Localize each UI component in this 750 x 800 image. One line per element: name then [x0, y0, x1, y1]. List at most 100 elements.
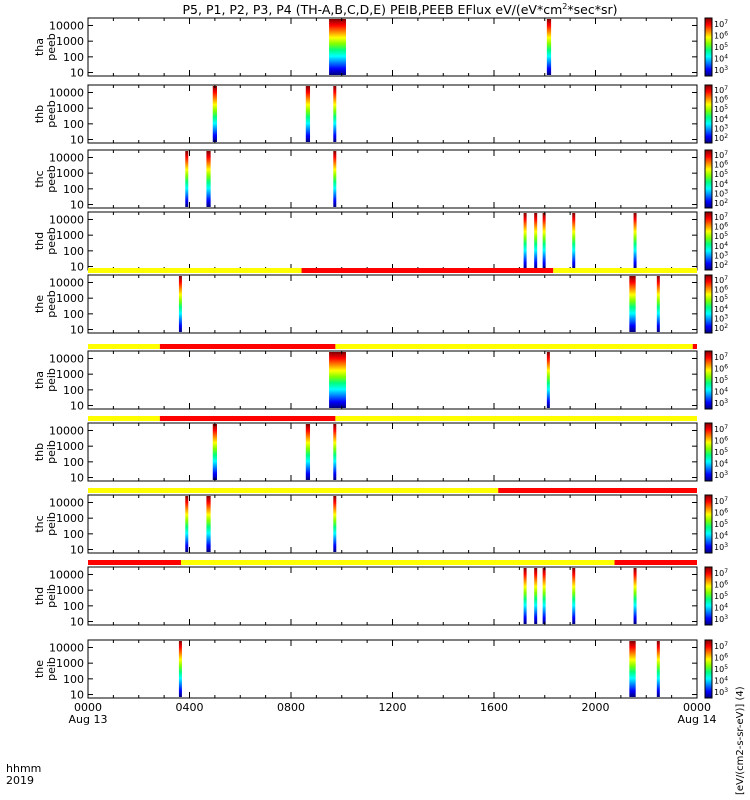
colorbar-tick-label: 103 — [714, 65, 728, 75]
colorbar-tick-label: 102 — [714, 323, 728, 333]
y-tick-label: 1000 — [56, 229, 84, 242]
colorbar-tick-label: 107 — [714, 641, 728, 651]
y-tick-label: 1000 — [56, 512, 84, 525]
y-tick-label: 10 — [70, 616, 84, 629]
panel-label-product: peeb — [45, 165, 58, 193]
colorbar-tick-label: 103 — [714, 189, 728, 199]
plot-frame — [87, 211, 698, 271]
colorbar-tick-label: 107 — [714, 85, 728, 95]
colorbar-tick-label: 106 — [714, 160, 728, 170]
panel-label-probe: thc — [33, 170, 46, 187]
panel-label-probe: thb — [33, 105, 46, 123]
spectrogram-burst — [546, 352, 550, 408]
plot-frame — [87, 84, 698, 144]
colorbar-tick-label: 104 — [714, 387, 728, 397]
x-tick-label: 1200 — [379, 701, 407, 714]
x-tick-label: 0800 — [277, 701, 305, 714]
panel-label-product: peeb — [45, 290, 58, 318]
colorbar-tick-label: 107 — [714, 352, 728, 362]
colorbar-tick-label: 106 — [714, 285, 728, 295]
colorbar-tick-label: 103 — [714, 614, 728, 624]
status-bar — [88, 416, 697, 421]
y-tick-label: 1000 — [56, 35, 84, 48]
spectrogram-burst — [333, 424, 337, 480]
colorbar-scale — [704, 17, 713, 77]
panel-label-probe: thd — [33, 232, 46, 250]
colorbar-scale — [704, 84, 713, 144]
y-tick-label: 10000 — [49, 213, 84, 226]
colorbar-tick-label: 104 — [714, 241, 728, 251]
panel-label: thdpeib — [33, 584, 58, 608]
y-tick-label: 1000 — [56, 167, 84, 180]
status-segment-red — [692, 344, 697, 349]
y-tick-label: 100 — [63, 183, 84, 196]
colorbar-tick-label: 104 — [714, 459, 728, 469]
colorbar-tick-label: 103 — [714, 398, 728, 408]
colorbar-scale — [704, 274, 713, 334]
y-tick-label: 10000 — [49, 86, 84, 99]
y-tick-label: 10 — [70, 67, 84, 80]
panel-label: thbpeib — [33, 440, 58, 464]
panels-layer: 10100100010000thapeeb1031041051061071010… — [33, 17, 728, 702]
spectrogram-burst — [523, 568, 527, 624]
plot-frame — [87, 149, 698, 209]
colorbar-scale — [704, 149, 713, 209]
colorbar-tick-label: 104 — [714, 531, 728, 541]
panel-label: thcpeeb — [33, 165, 58, 193]
colorbar-tick-label: 107 — [714, 275, 728, 285]
colorbar-tick-label: 106 — [714, 222, 728, 232]
spectrogram-burst — [542, 568, 546, 624]
colorbar-tick-label: 106 — [714, 652, 728, 662]
y-tick-label: 100 — [63, 118, 84, 131]
colorbar-tick-label: 107 — [714, 496, 728, 506]
spectrogram-burst — [629, 276, 636, 332]
colorbar-scale — [704, 422, 713, 482]
chart-title: P5, P1, P2, P3, P4 (TH-A,B,C,D,E) PEIB,P… — [183, 2, 618, 17]
plot-frame — [87, 566, 698, 626]
panel-label: thapeeb — [33, 33, 58, 61]
colorbar-tick-label: 106 — [714, 435, 728, 445]
y-tick-label: 100 — [63, 673, 84, 686]
panel-label-probe: the — [33, 295, 46, 313]
colorbar-tick-label: 105 — [714, 664, 728, 674]
colorbar-tick-label: 102 — [714, 198, 728, 208]
panel-label-probe: thb — [33, 443, 46, 461]
colorbar-tick-label: 105 — [714, 169, 728, 179]
x-tick-label: 0000 — [74, 701, 102, 714]
spectrogram-burst — [185, 151, 189, 207]
x-date-label-end: Aug 14 — [678, 713, 717, 726]
status-segment-red — [88, 560, 182, 565]
status-segment-yellow — [335, 416, 697, 421]
x-tick-label: 2000 — [582, 701, 610, 714]
plot-frame — [87, 350, 698, 410]
colorbar-tick-label: 105 — [714, 519, 728, 529]
spectrogram-burst — [329, 19, 346, 75]
colorbar-tick-label: 103 — [714, 542, 728, 552]
y-tick-label: 10 — [70, 400, 84, 413]
panel-label-product: peib — [45, 440, 58, 464]
y-tick-label: 10 — [70, 134, 84, 147]
panel-label-probe: thd — [33, 587, 46, 605]
colorbar-tick-label: 107 — [714, 150, 728, 160]
colorbar-scale — [704, 211, 713, 271]
panel-label: thbpeeb — [33, 100, 58, 128]
spectrogram-burst — [178, 276, 182, 332]
status-segment-red — [614, 560, 697, 565]
spectrogram-burst — [534, 568, 538, 624]
status-bar — [88, 344, 697, 349]
spectrogram-burst — [572, 213, 576, 269]
y-tick-label: 100 — [63, 384, 84, 397]
colorbar-tick-label: 103 — [714, 687, 728, 697]
colorbar-scale — [704, 350, 713, 410]
panel-label: thapeib — [33, 368, 58, 392]
plot-frame — [87, 494, 698, 554]
y-tick-label: 1000 — [56, 292, 84, 305]
colorbar-tick-label: 105 — [714, 294, 728, 304]
status-bar — [88, 560, 697, 565]
